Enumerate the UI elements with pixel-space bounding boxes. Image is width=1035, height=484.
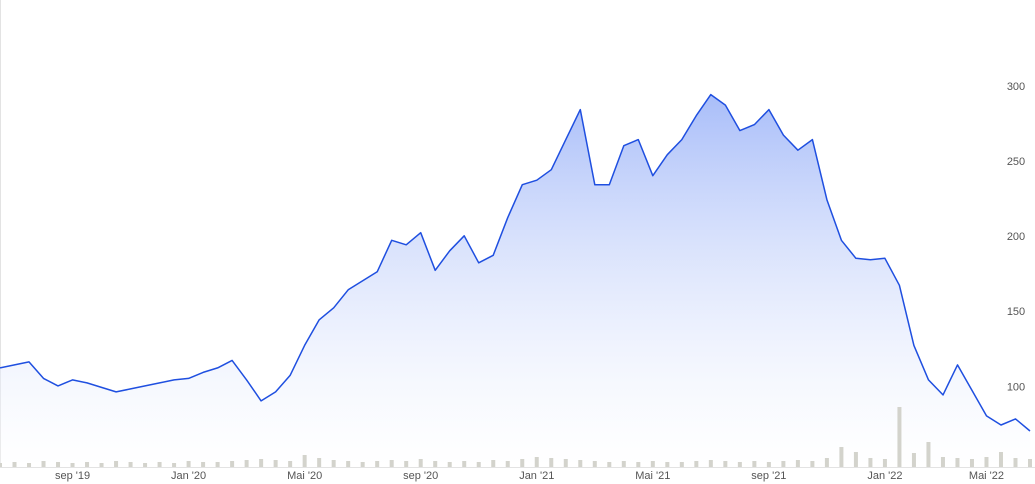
volume-bar <box>12 462 17 467</box>
x-tick-label: Jan '22 <box>867 470 902 482</box>
volume-bar <box>215 462 220 467</box>
volume-bar <box>157 462 162 467</box>
volume-bar <box>360 462 365 467</box>
volume-bar <box>911 453 916 467</box>
volume-bar <box>462 461 467 467</box>
volume-bar <box>636 462 641 467</box>
volume-bar <box>41 461 46 467</box>
volume-bar <box>810 461 815 467</box>
volume-bar <box>70 463 75 467</box>
volume-bar <box>1028 459 1032 467</box>
price-line <box>0 93 1031 432</box>
volume-bar <box>868 458 873 467</box>
volume-bar <box>679 462 684 467</box>
volume-bar <box>143 463 148 467</box>
volume-bar <box>926 442 931 467</box>
volume-bar <box>418 459 423 467</box>
volume-bar <box>317 458 322 467</box>
volume-bar <box>331 460 336 467</box>
volume-bar <box>737 462 742 467</box>
volume-bar <box>375 461 380 467</box>
volume-bar <box>259 459 264 467</box>
volume-bar <box>128 462 133 467</box>
volume-bar <box>0 463 2 467</box>
volume-bar <box>882 459 887 467</box>
volume-bar <box>853 452 858 467</box>
volume-bar <box>578 460 583 467</box>
volume-bar <box>476 462 481 467</box>
volume-bar <box>563 459 568 467</box>
volume-bar <box>172 463 177 467</box>
volume-bar <box>694 461 699 467</box>
volume-bar <box>114 461 119 467</box>
price-area <box>0 94 1030 467</box>
volume-bar <box>650 461 655 467</box>
x-tick-label: sep '21 <box>751 470 786 482</box>
volume-bar <box>273 460 278 467</box>
volume-bar <box>665 462 670 467</box>
volume-bar <box>549 458 554 467</box>
volume-bar <box>447 462 452 467</box>
y-tick-label: 100 <box>1007 381 1025 393</box>
volume-bar <box>621 461 626 467</box>
x-tick-label: sep '19 <box>55 470 90 482</box>
volume-bar <box>346 461 351 467</box>
volume-bar <box>230 461 235 467</box>
volume-bar <box>1013 458 1018 467</box>
volume-bar <box>723 461 728 467</box>
volume-bar <box>288 461 293 467</box>
x-tick-label: sep '20 <box>403 470 438 482</box>
volume-bar <box>708 460 713 467</box>
volume-bar <box>607 462 612 467</box>
volume-bar <box>302 455 307 467</box>
volume-bar <box>389 460 394 467</box>
volume-bar <box>505 461 510 467</box>
x-tick-label: Mai '22 <box>969 470 1004 482</box>
x-tick-label: Mai '21 <box>635 470 670 482</box>
x-tick-label: Mai '20 <box>287 470 322 482</box>
y-tick-label: 300 <box>1007 81 1025 93</box>
volume-bar <box>244 460 249 467</box>
x-tick-label: Jan '20 <box>171 470 206 482</box>
volume-bar <box>534 457 539 467</box>
volume-bar <box>520 459 525 467</box>
y-tick-label: 150 <box>1007 306 1025 318</box>
volume-bar <box>99 463 104 467</box>
volume-bar <box>984 457 989 467</box>
volume-bar <box>186 461 191 467</box>
volume-bar <box>27 463 32 467</box>
volume-bar <box>969 459 974 467</box>
volume-bar <box>940 457 945 467</box>
volume-bar <box>781 461 786 467</box>
volume-bar <box>433 461 438 467</box>
volume-bar <box>85 462 90 467</box>
volume-bar <box>795 460 800 467</box>
volume-bar <box>491 460 496 467</box>
volume-bar <box>955 458 960 467</box>
volume-bar <box>766 462 771 467</box>
volume-bar <box>592 461 597 467</box>
y-tick-label: 200 <box>1007 231 1025 243</box>
x-tick-label: Jan '21 <box>519 470 554 482</box>
volume-bar <box>998 452 1003 467</box>
volume-bar <box>201 462 206 467</box>
volume-bar <box>824 458 829 467</box>
volume-bar <box>404 461 409 467</box>
volume-bar <box>839 447 844 467</box>
volume-bar <box>897 407 902 467</box>
volume-bar <box>752 461 757 467</box>
y-tick-label: 250 <box>1007 156 1025 168</box>
volume-bar <box>56 462 61 467</box>
